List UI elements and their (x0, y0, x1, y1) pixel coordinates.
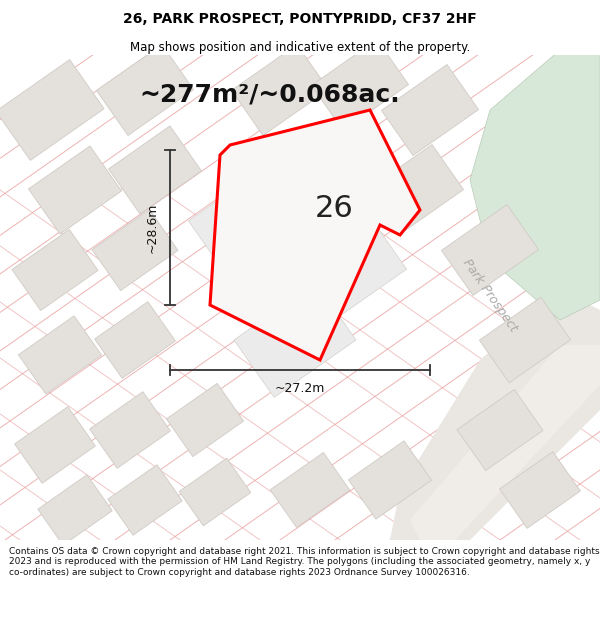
Polygon shape (234, 282, 356, 398)
Polygon shape (109, 126, 202, 214)
Polygon shape (108, 465, 182, 535)
Polygon shape (410, 345, 600, 540)
Text: ~277m²/~0.068ac.: ~277m²/~0.068ac. (140, 83, 400, 107)
Polygon shape (232, 44, 329, 136)
Polygon shape (0, 59, 104, 161)
Polygon shape (210, 110, 420, 360)
Text: 26, PARK PROSPECT, PONTYPRIDD, CF37 2HF: 26, PARK PROSPECT, PONTYPRIDD, CF37 2HF (123, 12, 477, 26)
Polygon shape (457, 389, 543, 471)
Polygon shape (89, 392, 170, 468)
Polygon shape (311, 39, 409, 131)
Polygon shape (92, 209, 178, 291)
Polygon shape (367, 144, 464, 236)
Polygon shape (281, 124, 379, 216)
Text: ~27.2m: ~27.2m (275, 381, 325, 394)
Polygon shape (188, 158, 322, 282)
Polygon shape (95, 302, 175, 378)
Polygon shape (390, 290, 600, 540)
Polygon shape (442, 204, 539, 296)
Text: Map shows position and indicative extent of the property.: Map shows position and indicative extent… (130, 41, 470, 54)
Polygon shape (14, 407, 95, 483)
Polygon shape (500, 452, 580, 528)
Polygon shape (38, 475, 112, 545)
Polygon shape (470, 50, 600, 320)
Polygon shape (97, 44, 194, 136)
Polygon shape (19, 316, 101, 394)
Text: ~28.6m: ~28.6m (146, 202, 158, 252)
Polygon shape (166, 383, 244, 457)
Text: Park Prospect: Park Prospect (460, 256, 520, 334)
Polygon shape (179, 458, 251, 526)
Polygon shape (382, 64, 479, 156)
Polygon shape (274, 208, 407, 332)
Text: Contains OS data © Crown copyright and database right 2021. This information is : Contains OS data © Crown copyright and d… (9, 547, 599, 577)
Polygon shape (479, 298, 571, 382)
Text: 26: 26 (314, 194, 353, 222)
Polygon shape (12, 229, 98, 311)
Polygon shape (29, 146, 121, 234)
Polygon shape (270, 452, 350, 528)
Polygon shape (349, 441, 431, 519)
